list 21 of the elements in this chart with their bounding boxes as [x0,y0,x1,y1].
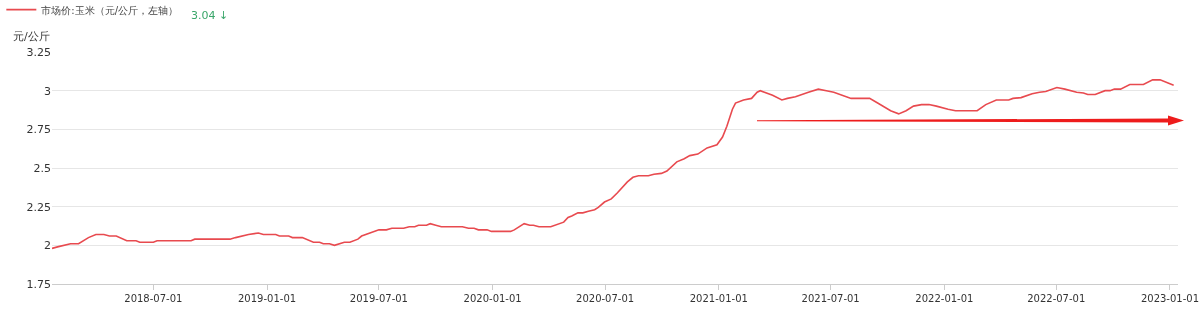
text: 3.04 ↓ [191,9,229,22]
y-tick-label: 3 [44,84,51,98]
line-series [52,79,1175,250]
x-tick-label: 2020-01-01 [463,293,522,304]
y-tick-label: 2.25 [26,200,51,214]
x-tick-label: 2019-07-01 [349,293,408,304]
y-tick-label: 1.75 [26,277,51,291]
y-tick-label: 3.25 [26,45,51,59]
x-tick-label: 2021-07-01 [801,293,860,304]
y-axis-title: 元/公斤 [13,30,50,43]
y-tick-label: 2.75 [26,123,51,137]
x-tick-label: 2022-01-01 [915,293,974,304]
x-tick-label: 2020-07-01 [576,293,635,304]
y-tick-label: 2 [44,239,51,253]
x-tick-label: 2019-01-01 [238,293,297,304]
y-tick-label: 2.5 [33,161,51,175]
x-tick-label: 2021-01-01 [689,293,748,304]
legend-label: 市场价:玉米（元/公斤，左轴） [41,4,179,16]
x-tick-label: 2022-07-01 [1027,293,1086,304]
x-tick-label: 2023-01-01 [1140,293,1200,304]
x-tick-label: 2018-07-01 [124,293,183,304]
